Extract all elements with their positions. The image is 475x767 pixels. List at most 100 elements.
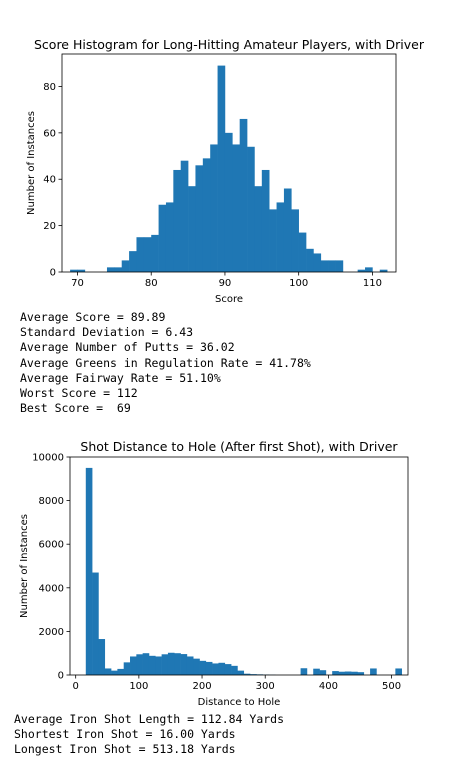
chart2-bar [250,674,257,675]
chart2-bar [98,639,106,675]
stat-standard-deviation: Standard Deviation = 6.43 [20,325,194,340]
chart2-y-tick-label: 6000 [39,540,64,551]
chart1-bar [306,248,314,272]
chart1-bar [224,132,233,272]
chart2-bar [224,664,232,675]
chart2-bar [186,656,194,675]
chart2-bar [161,654,169,675]
chart1-bar [261,169,270,272]
chart2-bar [338,671,346,675]
chart1-bar [276,202,285,272]
chart1-y-tick-label: 40 [43,175,56,186]
chart2-bar [117,668,124,675]
chart1-bar [328,260,336,272]
chart1-plot-frame [61,53,397,273]
chart2-bar [92,572,99,675]
chart2-bar [193,658,200,675]
chart1-bar [70,269,78,272]
chart2-bar [300,668,308,675]
chart1-bar [210,144,218,272]
chart1-bar [188,186,196,272]
chart2-bar [395,668,402,675]
chart2-bar [205,661,213,675]
stat-average-score: Average Score = 89.89 [20,310,166,324]
stat-average-iron-shot: Average Iron Shot Length = 112.84 Yards [14,712,285,726]
chart1-bar [291,209,299,272]
chart1-bar [202,158,211,272]
chart1-x-tick-label: 110 [363,278,382,289]
chart2-x-axis-label: Distance to Hole [198,697,281,708]
chart2-bar [111,670,118,675]
chart2-bar [142,653,150,675]
chart1-x-tick-label: 90 [219,278,232,289]
chart1-bar [173,169,181,272]
chart1-y-tick-label: 20 [43,221,56,232]
chart1-bar [269,209,277,272]
stat-worst-score: Worst Score = 112 [20,386,138,401]
chart2-y-tick-label: 4000 [39,583,64,594]
chart1-bar [365,267,373,272]
chart1-y-tick-label: 60 [43,128,56,139]
chart2-x-tick-label: 0 [72,681,78,692]
chart2-bar [136,654,143,675]
chart1-y-tick-label: 80 [43,82,56,93]
chart2-bar [85,467,93,675]
chart2-y-tick-label: 10000 [32,453,64,464]
chart2-bar [313,668,320,675]
chart1-bar [143,237,152,272]
chart1-x-tick-label: 70 [71,278,84,289]
chart1-bar [335,260,344,272]
chart1-bar [77,269,86,272]
chart2-y-tick-label: 2000 [39,627,64,638]
chart1-bar [320,260,329,272]
stat-fairway-rate: Average Fairway Rate = 51.10% [20,370,221,385]
chart1-bar [136,237,145,272]
chart2-y-tick-label: 0 [58,671,64,682]
iron-shot-statistics: Average Iron Shot Length = 112.84 Yards … [14,712,284,758]
chart2-x-tick-label: 300 [256,681,275,692]
chart2-bar [237,670,245,675]
chart1-title: Score Histogram for Long-Hitting Amateur… [34,37,425,52]
chart2-bar [243,673,251,675]
chart2-bar [123,662,131,675]
stat-longest-iron-shot: Longest Iron Shot = 513.18 Yards [14,742,236,757]
chart2-bar [231,665,238,675]
chart2-bar [155,656,162,675]
chart2-bar [148,655,156,675]
chart1-bar [283,188,292,272]
chart1-bar [232,144,240,272]
chart2-bar [218,662,226,675]
chart2-y-axis-label: Number of Instances [19,514,30,618]
chart1-bar [313,253,322,272]
chart1-bar [217,65,226,272]
chart2-bar [351,671,358,675]
chart2-bar [130,656,137,675]
chart2-bar [332,671,339,675]
chart1-bar [254,186,263,272]
chart1-x-tick-label: 100 [289,278,308,289]
chart2-plot-frame [69,456,409,676]
chart1-bar [239,118,248,272]
chart1-bar [180,160,189,272]
chart2-x-tick-label: 400 [319,681,338,692]
chart2-x-tick-label: 200 [192,681,211,692]
chart1-bar [247,146,255,272]
chart1-y-tick-label: 0 [50,268,56,279]
chart1-bar [106,267,115,272]
chart2-x-tick-label: 500 [382,681,401,692]
chart1-bar [357,269,366,272]
chart1-bar [114,267,123,272]
chart2-y-tick-label: 8000 [39,496,64,507]
chart2-bar [174,653,181,675]
chart2-bar [370,668,377,675]
stat-gir-rate: Average Greens in Regulation Rate = 41.7… [20,355,311,370]
stat-shortest-iron-shot: Shortest Iron Shot = 16.00 Yards [14,727,236,742]
chart1-bar [195,165,204,272]
chart1-x-tick-label: 80 [145,278,158,289]
chart1-bar [151,234,159,272]
chart2-bar [104,668,112,675]
chart2-x-tick-label: 100 [129,681,148,692]
chart1-bar [165,202,174,272]
chart1-bar [298,232,307,272]
